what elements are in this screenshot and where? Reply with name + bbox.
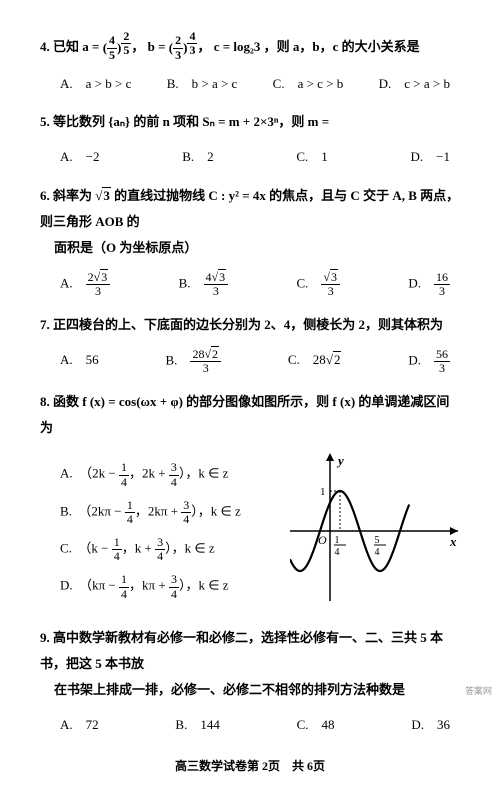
q8-options: A. （2k − 14，2k + 34），k ∈ z B. （2kπ − 14，… bbox=[40, 451, 290, 611]
question-4: 4. 已知 a = (45)25， b = (23)43， c = log₂3 … bbox=[40, 30, 460, 95]
q8-opt-a: A. （2k − 14，2k + 34），k ∈ z bbox=[60, 461, 290, 488]
q6-opt-d: D. 163 bbox=[408, 271, 450, 298]
q8-opt-d: D. （kπ − 14，kπ + 34），k ∈ z bbox=[60, 573, 290, 600]
q5-opt-b: B. 2 bbox=[182, 145, 213, 168]
question-8: 8. 函数 f (x) = cos(ωx + φ) 的部分图像如图所示，则 f … bbox=[40, 389, 460, 611]
q4-b: b = (23)43 bbox=[148, 39, 198, 54]
q5-opt-d: D. −1 bbox=[410, 145, 449, 168]
svg-text:y: y bbox=[336, 453, 344, 468]
q7-options: A. 56 B. 28√23 C. 28√2 D. 563 bbox=[40, 348, 460, 375]
q6-stem: 6. 斜率为 √3 的直线过抛物线 C : y² = 4x 的焦点，且与 C 交… bbox=[40, 183, 460, 261]
q5-opt-a: A. −2 bbox=[60, 145, 99, 168]
q6-opt-b: B. 4√33 bbox=[179, 271, 229, 298]
q8-stem: 8. 函数 f (x) = cos(ωx + φ) 的部分图像如图所示，则 f … bbox=[40, 389, 460, 441]
q5-opt-c: C. 1 bbox=[296, 145, 327, 168]
q6-options: A. 2√33 B. 4√33 C. √33 D. 163 bbox=[40, 271, 460, 298]
q8-opt-b: B. （2kπ − 14，2kπ + 34），k ∈ z bbox=[60, 499, 290, 526]
q4-opt-d: D. c > a > b bbox=[379, 72, 450, 95]
q7-opt-b: B. 28√23 bbox=[166, 348, 222, 375]
q4-opt-a: A. a > b > c bbox=[60, 72, 131, 95]
q9-opt-a: A. 72 bbox=[60, 713, 99, 736]
watermark: 答案网 bbox=[465, 683, 492, 699]
svg-text:1: 1 bbox=[335, 535, 340, 546]
q5-options: A. −2 B. 2 C. 1 D. −1 bbox=[40, 145, 460, 168]
svg-text:5: 5 bbox=[375, 535, 380, 546]
svg-text:O: O bbox=[318, 533, 327, 547]
svg-text:x: x bbox=[449, 534, 457, 549]
q4-c: c = log₂3 bbox=[214, 39, 261, 54]
q7-opt-d: D. 563 bbox=[408, 348, 450, 375]
q4-text: 4. 已知 bbox=[40, 39, 82, 54]
page-footer: 高三数学试卷第 2页 共 6页 bbox=[40, 756, 460, 778]
q8-opt-c: C. （k − 14，k + 34），k ∈ z bbox=[60, 536, 290, 563]
question-5: 5. 等比数列 {aₙ} 的前 n 项和 Sₙ = m + 2×3ⁿ，则 m =… bbox=[40, 109, 460, 168]
q9-opt-d: D. 36 bbox=[411, 713, 450, 736]
q4-suffix: ，则 a，b，c 的大小关系是 bbox=[264, 39, 420, 54]
q9-options: A. 72 B. 144 C. 48 D. 36 bbox=[40, 713, 460, 736]
q4-a: a = (45)25 bbox=[82, 39, 131, 54]
q7-stem: 7. 正四棱台的上、下底面的边长分别为 2、4，侧棱长为 2，则其体积为 bbox=[40, 312, 460, 338]
q5-stem: 5. 等比数列 {aₙ} 的前 n 项和 Sₙ = m + 2×3ⁿ，则 m = bbox=[40, 109, 460, 135]
svg-text:4: 4 bbox=[335, 547, 340, 558]
q4-opt-c: C. a > c > b bbox=[273, 72, 344, 95]
q9-opt-b: B. 144 bbox=[175, 713, 219, 736]
q4-options: A. a > b > c B. b > a > c C. a > c > b D… bbox=[40, 72, 460, 95]
q4-stem: 4. 已知 a = (45)25， b = (23)43， c = log₂3 … bbox=[40, 30, 460, 62]
q4-opt-b: B. b > a > c bbox=[167, 72, 238, 95]
question-7: 7. 正四棱台的上、下底面的边长分别为 2、4，侧棱长为 2，则其体积为 A. … bbox=[40, 312, 460, 375]
q9-opt-c: C. 48 bbox=[297, 713, 335, 736]
q6-opt-c: C. √33 bbox=[296, 271, 340, 298]
q7-opt-a: A. 56 bbox=[60, 348, 99, 375]
svg-text:1: 1 bbox=[320, 486, 326, 498]
cosine-graph: yxO11454 bbox=[290, 451, 460, 601]
question-9: 9. 高中数学新教材有必修一和必修二，选择性必修有一、二、三共 5 本书，把这 … bbox=[40, 625, 460, 736]
q6-opt-a: A. 2√33 bbox=[60, 271, 110, 298]
q7-opt-c: C. 28√2 bbox=[288, 348, 342, 375]
q9-stem: 9. 高中数学新教材有必修一和必修二，选择性必修有一、二、三共 5 本书，把这 … bbox=[40, 625, 460, 703]
svg-text:4: 4 bbox=[375, 547, 380, 558]
question-6: 6. 斜率为 √3 的直线过抛物线 C : y² = 4x 的焦点，且与 C 交… bbox=[40, 183, 460, 298]
